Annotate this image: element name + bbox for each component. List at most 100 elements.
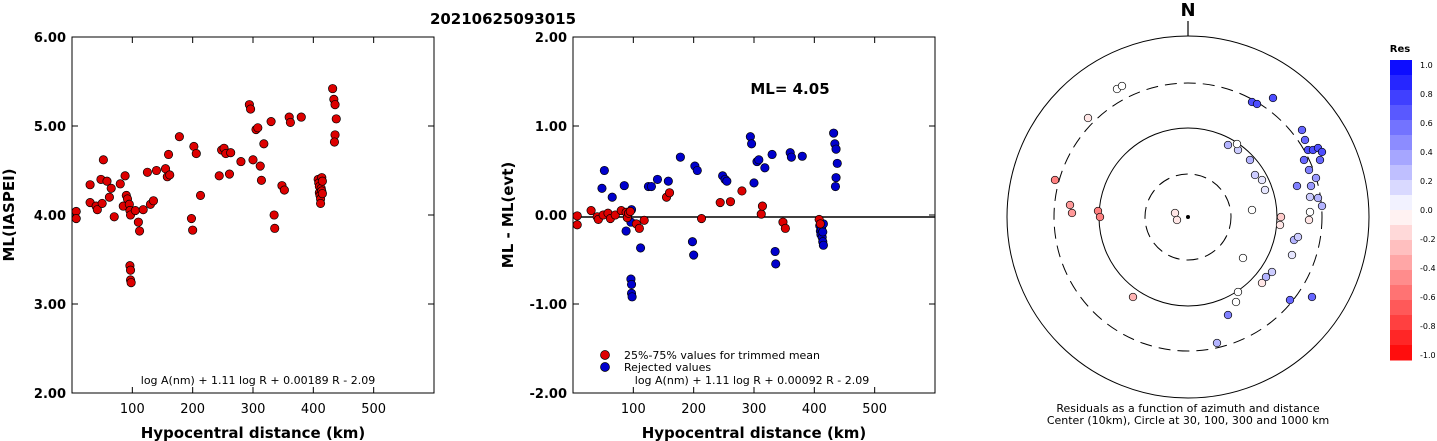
data-point <box>236 157 246 167</box>
colorbar-tick-label: 1.0 <box>1420 61 1433 70</box>
rejected-point <box>627 292 637 302</box>
data-point <box>102 176 112 186</box>
colorbar-cell <box>1390 75 1412 91</box>
station-point <box>1307 292 1317 302</box>
trimmed-point <box>815 219 825 229</box>
rejected-point <box>831 173 841 183</box>
trimmed-point <box>572 211 582 221</box>
y-axis-label-2: ML - ML(evt) <box>499 162 517 268</box>
colorbar-tick-label: -0.6 <box>1420 293 1436 302</box>
x-axis-label-1: Hypocentral distance (km) <box>141 424 366 441</box>
colorbar-cell <box>1390 270 1412 286</box>
rejected-point <box>621 226 631 236</box>
colorbar-cell <box>1390 240 1412 256</box>
station-point <box>1287 250 1297 260</box>
station-point <box>1315 155 1325 165</box>
station-point <box>1232 139 1242 149</box>
colorbar-tick-label: 0.2 <box>1420 177 1433 186</box>
rejected-point <box>830 181 840 192</box>
rejected-point <box>747 139 757 149</box>
data-point <box>97 198 107 208</box>
rejected-point <box>754 155 764 165</box>
panel-azimuth-polar: N Residuals as a function of azimuth and… <box>1006 0 1370 427</box>
station-point <box>1252 99 1262 109</box>
colorbar-tick-label: -0.2 <box>1420 235 1436 244</box>
trimmed-point <box>737 186 747 196</box>
station-point <box>1128 292 1138 302</box>
y-axis-2: -2.00 -1.00 0.00 1.00 2.00 <box>530 31 935 402</box>
y-tick-label: 2.00 <box>34 387 66 402</box>
colorbar-cell <box>1390 60 1412 76</box>
station-point <box>1311 173 1321 183</box>
rejected-point <box>675 152 685 162</box>
formula-1: log A(nm) + 1.11 log R + 0.00189 R - 2.0… <box>141 374 375 387</box>
colorbar-cell <box>1390 180 1412 196</box>
x-tick-label: 200 <box>681 402 706 417</box>
y-tick-label: -1.00 <box>530 298 567 313</box>
data-point <box>85 180 95 190</box>
data-point <box>226 148 236 158</box>
station-point <box>1267 267 1277 277</box>
data-point <box>163 149 174 160</box>
station-point <box>1250 170 1260 180</box>
rejected-point <box>597 183 607 193</box>
x-tick-label: 200 <box>180 402 205 417</box>
colorbar-tick-label: 0.4 <box>1420 148 1433 157</box>
x-tick-label: 300 <box>241 402 266 417</box>
data-point <box>138 205 148 215</box>
data-point <box>317 176 327 186</box>
trimmed-point <box>639 215 649 225</box>
y-tick-label: 1.00 <box>535 120 567 135</box>
y-tick-label: 3.00 <box>34 298 66 313</box>
legend-marker-trimmed <box>600 350 610 360</box>
ring-30km <box>1144 173 1232 261</box>
legend-label-rejected: Rejected values <box>624 361 711 374</box>
station-points <box>1050 81 1327 348</box>
x-tick-label: 400 <box>301 402 326 417</box>
x-tick-label: 500 <box>862 402 887 417</box>
colorbar-cells <box>1390 60 1412 361</box>
data-point <box>224 169 235 179</box>
data-point <box>195 190 206 200</box>
colorbar: Res 1.0 0.8 0.6 0.4 0.2 0.0 -0.2 -0.4 -0.6 -0.8 -1… <box>1390 44 1436 361</box>
colorbar-cell <box>1390 330 1412 346</box>
data-point <box>188 225 198 235</box>
y-tick-label: 5.00 <box>34 120 66 135</box>
data-point <box>269 210 279 220</box>
data-point <box>151 165 162 176</box>
data-point <box>279 185 289 195</box>
rejected-point <box>767 149 777 160</box>
data-point <box>135 226 145 236</box>
data-point <box>126 278 136 288</box>
rejected-point <box>829 128 839 138</box>
data-point <box>104 192 114 202</box>
data-point <box>331 114 341 124</box>
station-point <box>1212 338 1222 348</box>
x-axis-1: 100 200 300 400 500 <box>120 37 386 417</box>
colorbar-tick-label: 0.8 <box>1420 90 1433 99</box>
station-point <box>1261 272 1271 282</box>
colorbar-tick-label: -1.0 <box>1420 351 1436 360</box>
rejected-point <box>646 181 656 192</box>
station-point <box>1223 310 1233 320</box>
data-point <box>256 175 266 185</box>
colorbar-cell <box>1390 135 1412 151</box>
station-point <box>1317 147 1327 157</box>
rejected-point <box>692 165 702 176</box>
rejected-point <box>818 240 828 250</box>
data-point <box>120 171 130 181</box>
station-point <box>1095 212 1105 222</box>
x-tick-label: 100 <box>621 402 646 417</box>
trimmed-point <box>696 214 707 224</box>
station-point <box>1299 155 1309 165</box>
station-point <box>1170 208 1180 218</box>
data-point <box>270 223 280 233</box>
colorbar-cell <box>1390 315 1412 331</box>
colorbar-tick-label: -0.8 <box>1420 322 1436 331</box>
colorbar-cell <box>1390 210 1412 226</box>
trimmed-point <box>586 206 596 216</box>
data-point <box>109 212 119 222</box>
station-point <box>1275 220 1285 230</box>
y-tick-label: -2.00 <box>530 387 567 402</box>
